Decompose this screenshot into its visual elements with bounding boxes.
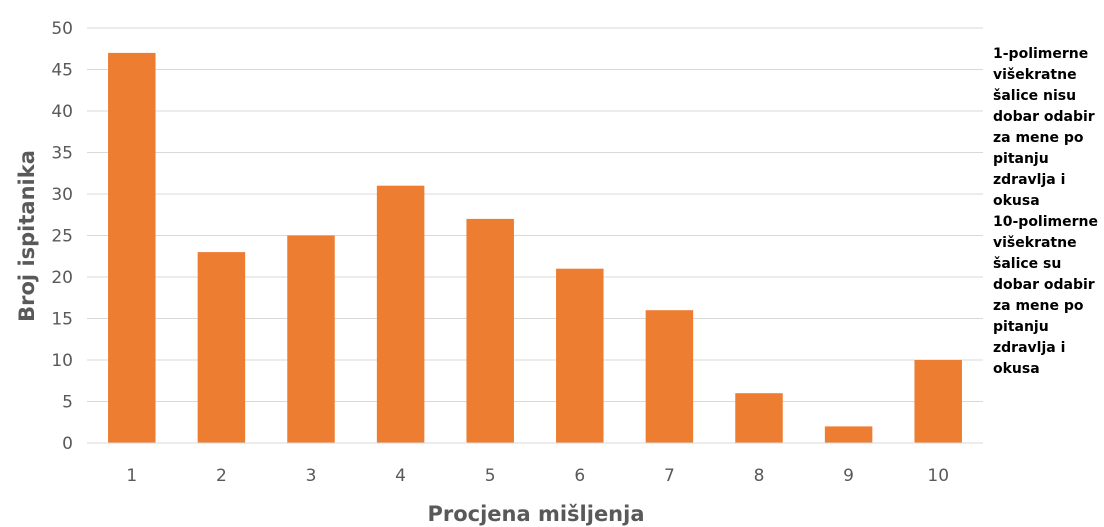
x-tick-label: 8 xyxy=(754,466,765,486)
bars xyxy=(108,52,962,444)
bar-2 xyxy=(197,252,246,443)
y-tick-label: 0 xyxy=(62,434,73,454)
x-tick-label: 3 xyxy=(306,466,317,486)
y-tick-label: 10 xyxy=(51,351,73,371)
x-tick-label: 7 xyxy=(664,466,675,486)
x-tick-label: 2 xyxy=(216,466,227,486)
x-tick-label: 10 xyxy=(927,466,949,486)
x-tick-label: 6 xyxy=(574,466,585,486)
y-tick-label: 30 xyxy=(51,185,73,205)
y-tick-label: 40 xyxy=(51,102,73,122)
bar-7 xyxy=(645,310,694,443)
x-tick-label: 5 xyxy=(485,466,496,486)
bar-6 xyxy=(556,268,604,443)
y-tick-label: 15 xyxy=(51,310,73,330)
bar-5 xyxy=(466,218,514,443)
annotation-low-end: 1-polimerne višekratne šalice nisu dobar… xyxy=(993,46,1095,209)
bar-8 xyxy=(735,393,783,443)
y-tick-label: 45 xyxy=(51,61,73,81)
x-tick-label: 4 xyxy=(395,466,406,486)
x-axis-title: Procjena mišljenja xyxy=(427,502,644,526)
y-axis-title: Broj ispitanika xyxy=(15,150,39,322)
x-tick-label: 1 xyxy=(126,466,137,486)
annotation-high-end: 10-polimerne višekratne šalice su dobar … xyxy=(993,214,1098,377)
bar-3 xyxy=(287,235,335,443)
y-tick-label: 50 xyxy=(51,19,73,39)
bar-10 xyxy=(914,360,962,443)
bar-4 xyxy=(376,185,425,443)
bar-1 xyxy=(108,52,156,444)
y-tick-label: 35 xyxy=(51,144,73,164)
x-axis-ticks: 1 2 3 4 5 6 7 8 9 10 xyxy=(126,466,949,486)
y-axis-ticks: 0 5 10 15 20 25 30 35 40 45 50 xyxy=(51,19,73,454)
y-tick-label: 5 xyxy=(62,393,73,413)
x-tick-label: 9 xyxy=(843,466,854,486)
y-tick-label: 25 xyxy=(51,227,73,247)
y-tick-label: 20 xyxy=(51,268,73,288)
scale-annotation: 1-polimerne višekratne šalice nisu dobar… xyxy=(993,44,1103,380)
bar-9 xyxy=(824,426,873,443)
